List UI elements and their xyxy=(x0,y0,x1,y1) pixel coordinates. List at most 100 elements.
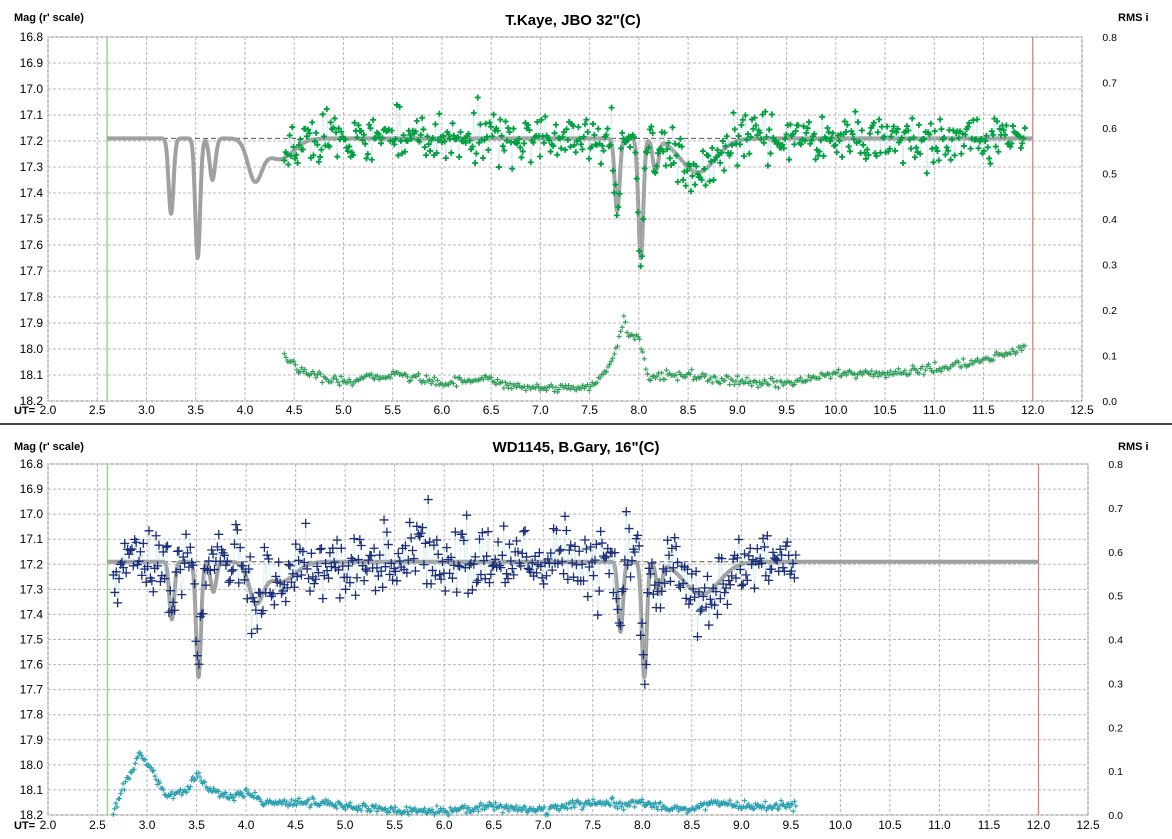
rms-point xyxy=(657,799,663,805)
mag-point xyxy=(898,134,905,141)
x-tick-label: 8.5 xyxy=(680,403,697,417)
x-axis-label: UT= xyxy=(14,820,35,832)
mag-point xyxy=(400,132,407,139)
rms-point xyxy=(607,361,613,367)
mag-point xyxy=(342,136,349,143)
rms-point xyxy=(776,385,782,391)
rms-point xyxy=(306,796,312,802)
rms-point xyxy=(375,373,381,379)
rms-point xyxy=(311,796,317,802)
mag-point xyxy=(786,156,793,163)
mag-point xyxy=(792,128,799,135)
rms-point xyxy=(462,803,468,809)
mag-point xyxy=(557,557,567,567)
rms-point xyxy=(358,808,364,814)
rms-point xyxy=(632,336,638,342)
mag-point xyxy=(751,114,758,121)
rms-point xyxy=(749,803,755,809)
rms-point xyxy=(621,807,627,813)
x-tick-label: 9.5 xyxy=(783,818,800,832)
rms-point xyxy=(429,806,435,812)
mag-point xyxy=(165,586,175,596)
mag-point xyxy=(949,136,956,143)
mag-point xyxy=(688,188,695,195)
mag-point xyxy=(436,574,446,584)
mag-point xyxy=(616,190,623,197)
rms-point xyxy=(640,800,646,806)
rms-point xyxy=(390,368,396,374)
rms-point xyxy=(645,371,651,377)
mag-point xyxy=(881,133,888,140)
mag-point xyxy=(906,136,913,143)
y2-tick-label: 0.7 xyxy=(1102,78,1117,90)
mag-point xyxy=(803,129,810,136)
mag-point xyxy=(351,119,358,126)
mag-point xyxy=(752,544,762,554)
y-tick-label: 17.3 xyxy=(20,160,44,174)
mag-point xyxy=(715,594,725,604)
mag-point xyxy=(699,148,706,155)
mag-point xyxy=(323,106,330,113)
mag-point xyxy=(516,561,526,571)
mag-point xyxy=(772,556,782,566)
mag-point xyxy=(812,156,819,163)
mag-point xyxy=(160,574,170,584)
rms-point xyxy=(564,386,570,392)
mag-point xyxy=(346,143,353,150)
rms-point xyxy=(843,372,849,378)
mag-point xyxy=(866,130,873,137)
mag-point xyxy=(314,141,321,148)
mag-point xyxy=(351,590,361,600)
mag-point xyxy=(938,126,945,133)
rms-point xyxy=(663,367,669,373)
mag-point xyxy=(425,141,432,148)
mag-point xyxy=(390,566,400,576)
mag-point xyxy=(271,571,281,581)
mag-point xyxy=(532,568,542,578)
rms-point xyxy=(215,789,221,795)
mag-point xyxy=(285,161,292,168)
mag-point xyxy=(515,135,522,142)
rms-point xyxy=(662,376,668,382)
x-tick-label: 4.0 xyxy=(237,403,254,417)
mag-point xyxy=(1017,144,1024,151)
rms-point xyxy=(347,800,353,806)
rms-point xyxy=(491,807,497,813)
y-tick-label: 17.3 xyxy=(20,582,44,596)
mag-point xyxy=(495,164,502,171)
rms-point xyxy=(371,376,377,382)
mag-point xyxy=(717,159,724,166)
rms-point xyxy=(661,803,667,809)
mag-point xyxy=(459,536,469,546)
mag-point xyxy=(935,157,942,164)
mag-point xyxy=(530,139,537,146)
mag-point xyxy=(704,620,714,630)
mag-point xyxy=(428,565,438,575)
mag-point xyxy=(299,146,306,153)
mag-point xyxy=(760,139,767,146)
mag-point xyxy=(640,679,650,689)
mag-point xyxy=(633,530,643,540)
mag-point xyxy=(114,574,124,584)
mag-point xyxy=(657,586,667,596)
mag-point xyxy=(578,141,585,148)
mag-point xyxy=(161,542,171,552)
mag-point xyxy=(561,525,571,535)
mag-point xyxy=(847,148,854,155)
mag-point xyxy=(446,552,456,562)
mag-point xyxy=(346,553,356,563)
mag-point xyxy=(405,517,415,527)
mag-point xyxy=(635,209,642,216)
rms-point xyxy=(513,803,519,809)
rms-point xyxy=(682,374,688,380)
rms-point xyxy=(557,806,563,812)
y2-tick-label: 0.0 xyxy=(1108,810,1123,822)
rms-point xyxy=(522,803,528,809)
mag-point xyxy=(757,558,767,568)
rms-point xyxy=(621,313,627,319)
mag-point xyxy=(714,147,721,154)
rms-point xyxy=(578,800,584,806)
mag-point xyxy=(408,545,418,555)
mag-point xyxy=(724,576,734,586)
mag-point xyxy=(791,550,801,560)
